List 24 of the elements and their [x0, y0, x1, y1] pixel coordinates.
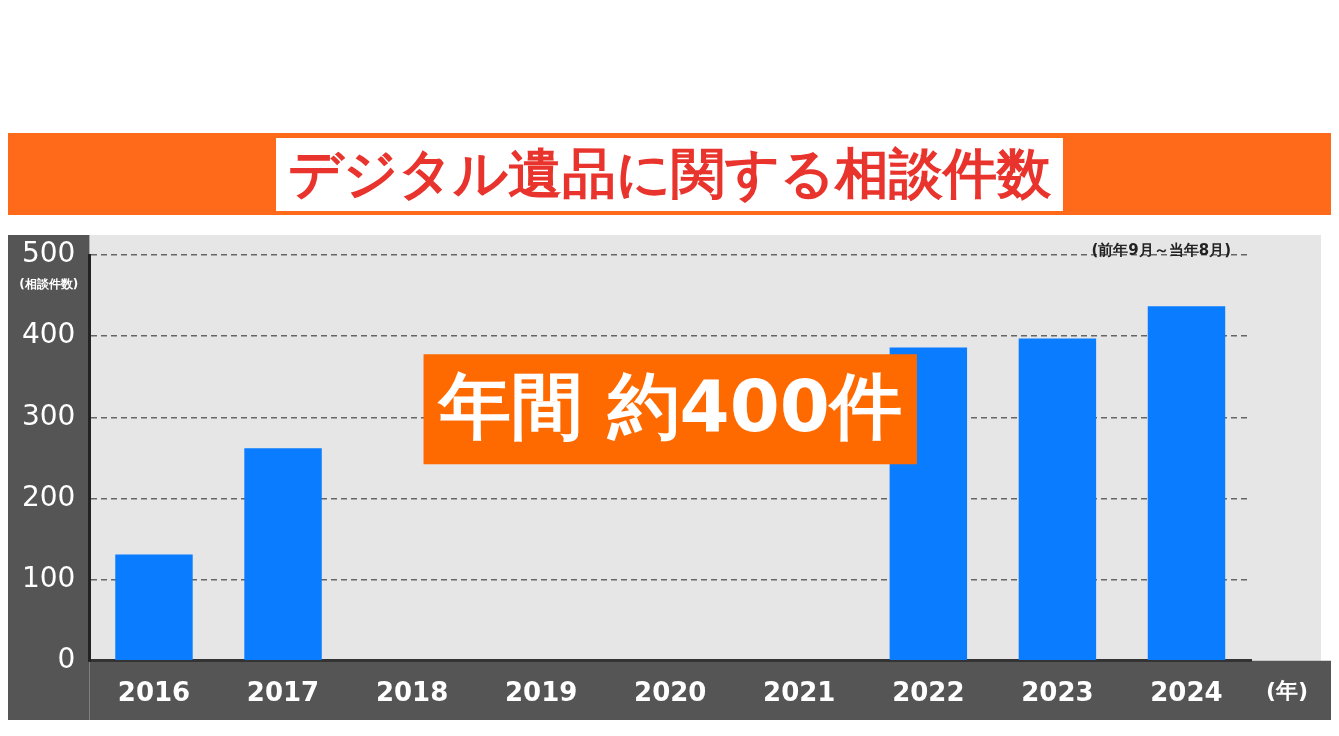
bar	[244, 448, 322, 661]
x-tick-label: 2016	[117, 677, 191, 708]
y-tick-label: 400	[21, 317, 76, 351]
x-tick-label: 2024	[1150, 677, 1223, 708]
y-tick-label: 100	[21, 560, 76, 594]
x-tick-label: 2017	[246, 677, 320, 708]
y-axis-title: (相談件数)	[19, 277, 79, 292]
y-tick-label: 500	[21, 236, 76, 270]
y-tick-label: 300	[21, 398, 76, 432]
bar	[1018, 338, 1097, 661]
bar	[115, 554, 193, 661]
annotation: (前年9月～当年8月)	[1091, 240, 1231, 259]
x-axis-title: (年)	[1266, 678, 1309, 704]
y-tick-label: 200	[21, 479, 76, 513]
x-tick-label: 2018	[375, 677, 449, 708]
x-tick-label: 2020	[634, 677, 707, 708]
chart-title: デジタル遺品に関する相談件数	[276, 137, 1063, 211]
x-tick-label: 2019	[504, 677, 578, 708]
y-tick-label: 0	[57, 642, 76, 676]
bar	[1147, 306, 1226, 661]
x-tick-label: 2023	[1021, 677, 1094, 708]
annotation: 年間 約400件	[436, 363, 902, 448]
x-tick-label: 2022	[892, 677, 965, 708]
x-tick-label: 2021	[763, 677, 836, 708]
